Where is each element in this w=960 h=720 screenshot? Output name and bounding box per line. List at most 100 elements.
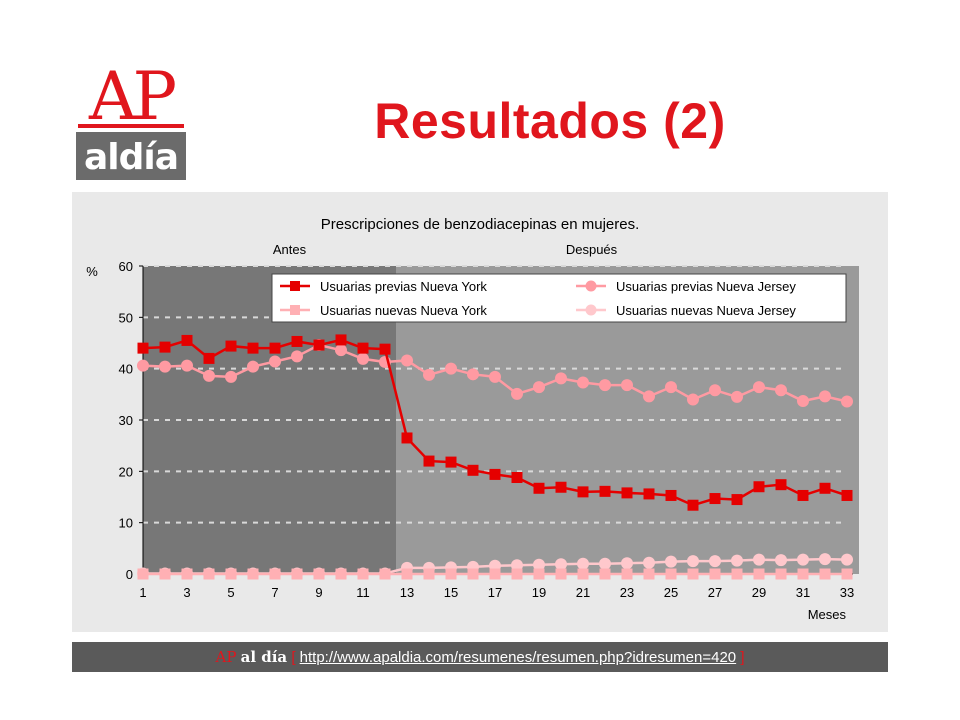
data-point-s2-3 — [181, 568, 193, 580]
x-tick-label-1: 1 — [139, 585, 146, 600]
data-point-s1-24 — [643, 390, 655, 403]
data-point-s1-2 — [159, 360, 171, 373]
data-point-s0-31 — [797, 489, 809, 501]
data-point-s3-30 — [775, 554, 787, 567]
x-tick-label-15: 15 — [444, 585, 458, 600]
data-point-s2-19 — [533, 568, 545, 580]
legend-box — [271, 273, 847, 323]
slide-title: Resultados (2) — [374, 93, 726, 149]
data-point-s0-14 — [423, 455, 435, 467]
data-point-s3-22 — [599, 557, 611, 570]
data-point-s1-31 — [797, 395, 809, 408]
data-point-s2-1 — [137, 568, 149, 580]
data-point-s1-15 — [445, 362, 457, 375]
x-tick-label-25: 25 — [664, 585, 678, 600]
data-point-s1-21 — [577, 376, 589, 389]
data-point-s1-28 — [731, 390, 743, 403]
data-point-s3-26 — [687, 555, 699, 568]
x-tick-label-19: 19 — [532, 585, 546, 600]
data-point-s0-2 — [159, 341, 171, 353]
data-point-s0-23 — [621, 487, 633, 499]
x-tick-label-27: 27 — [708, 585, 722, 600]
data-point-s1-20 — [555, 372, 567, 385]
footer-brand-aldia: al día — [240, 648, 288, 666]
data-point-s3-27 — [709, 555, 721, 568]
data-point-s2-11 — [357, 568, 369, 580]
series-0 — [137, 334, 853, 511]
data-point-s2-26 — [687, 568, 699, 580]
data-point-s2-20 — [555, 568, 567, 580]
period-after-label: Después — [566, 242, 618, 257]
data-point-s0-25 — [665, 489, 677, 501]
data-point-s3-19 — [533, 558, 545, 571]
data-point-s1-6 — [247, 360, 259, 373]
data-point-s1-23 — [621, 379, 633, 392]
data-point-s2-21 — [577, 568, 589, 580]
data-point-s0-19 — [533, 482, 545, 494]
data-point-s2-30 — [775, 568, 787, 580]
data-point-s1-14 — [423, 368, 435, 381]
series-layer — [137, 334, 853, 580]
data-point-s3-25 — [665, 555, 677, 568]
data-point-s0-5 — [225, 340, 237, 352]
data-point-s1-5 — [225, 370, 237, 383]
data-point-s1-18 — [511, 387, 523, 400]
data-point-s2-9 — [313, 568, 325, 580]
data-point-s0-29 — [753, 481, 765, 493]
data-point-s0-16 — [467, 464, 479, 476]
chart-legend: Usuarias previas Nueva York Usuarias prev… — [271, 273, 847, 323]
data-point-s2-13 — [401, 568, 413, 580]
x-tick-label-11: 11 — [356, 585, 370, 600]
chart-panel: 0 10 20 30 40 50 60 1 3 5 7 9 11 13 15 17 19 21 23 25 27 29 31… — [72, 192, 888, 632]
x-tick-label-23: 23 — [620, 585, 634, 600]
data-point-s0-15 — [445, 456, 457, 468]
data-point-s0-4 — [203, 352, 215, 364]
x-tick-label-9: 9 — [315, 585, 322, 600]
data-point-s1-22 — [599, 379, 611, 392]
data-point-s2-8 — [291, 568, 303, 580]
data-point-s2-22 — [599, 568, 611, 580]
data-point-s2-23 — [621, 568, 633, 580]
data-point-s1-1 — [137, 359, 149, 372]
period-before-label: Antes — [273, 242, 307, 257]
data-point-s1-27 — [709, 384, 721, 397]
data-point-s2-17 — [489, 568, 501, 580]
logo-ap-text: AP — [88, 62, 176, 135]
legend-marker-3 — [585, 304, 597, 316]
x-tick-label-17: 17 — [488, 585, 502, 600]
logo-aldia-text: aldía — [84, 137, 178, 178]
x-tick-label-31: 31 — [796, 585, 810, 600]
data-point-s1-26 — [687, 393, 699, 406]
data-point-s3-18 — [511, 559, 523, 572]
footer-resumen-link[interactable]: http://www.apaldia.com/resumenes/resumen… — [299, 649, 737, 666]
data-point-s2-4 — [203, 568, 215, 580]
legend-marker-2 — [290, 305, 300, 315]
ap-al-dia-logo: AP aldía — [76, 62, 186, 180]
data-point-s1-19 — [533, 381, 545, 394]
data-point-s3-21 — [577, 557, 589, 570]
data-point-s2-28 — [731, 568, 743, 580]
data-point-s3-23 — [621, 557, 633, 570]
data-point-s0-26 — [687, 499, 699, 511]
logo-bottom-box — [76, 132, 186, 180]
y-tick-label-30: 30 — [119, 413, 133, 428]
x-tick-label-5: 5 — [227, 585, 234, 600]
data-point-s2-6 — [247, 568, 259, 580]
y-tick-label-40: 40 — [119, 362, 133, 377]
x-tick-label-13: 13 — [400, 585, 414, 600]
data-point-s1-7 — [269, 355, 281, 368]
legend-label-0: Usuarias previas Nueva York — [320, 279, 487, 294]
x-tick-label-29: 29 — [752, 585, 766, 600]
y-axis-label: % — [86, 264, 98, 279]
data-point-s0-9 — [313, 339, 325, 351]
data-point-s0-10 — [335, 334, 347, 346]
y-tick-label-50: 50 — [119, 310, 133, 325]
data-point-s2-31 — [797, 568, 809, 580]
y-tick-label-60: 60 — [119, 259, 133, 274]
data-point-s1-10 — [335, 344, 347, 357]
data-point-s2-5 — [225, 568, 237, 580]
data-point-s2-2 — [159, 568, 171, 580]
legend-marker-1 — [585, 280, 597, 292]
data-point-s1-16 — [467, 368, 479, 381]
